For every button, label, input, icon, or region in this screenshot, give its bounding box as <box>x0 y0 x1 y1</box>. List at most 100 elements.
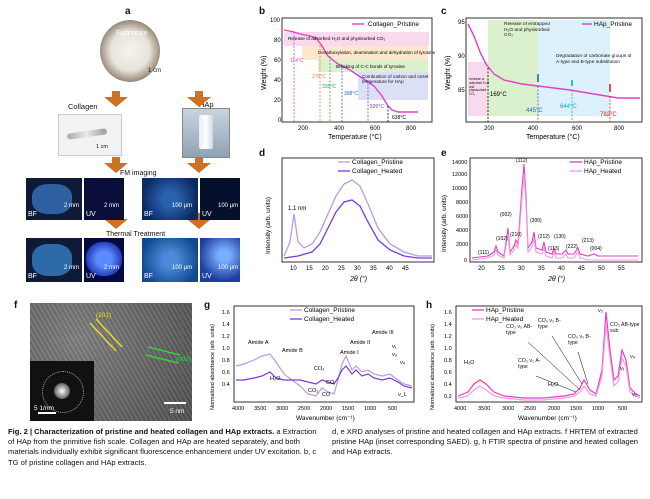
svg-text:2500: 2500 <box>298 406 310 412</box>
svg-text:10000: 10000 <box>452 186 467 192</box>
svg-text:15: 15 <box>306 266 313 272</box>
panel-e-peak-213: (213) <box>582 238 594 244</box>
bf-label-1: BF <box>28 211 37 218</box>
svg-text:10: 10 <box>290 266 297 272</box>
panel-b-xticks: 200 400 600 800 <box>298 126 417 132</box>
hap-heated-xrd <box>471 173 638 261</box>
svg-text:100: 100 <box>270 18 281 24</box>
uv-label-4: UV <box>202 273 212 280</box>
svg-text:45: 45 <box>578 266 585 272</box>
svg-text:500: 500 <box>618 406 627 412</box>
panel-g-amide-b: Amide B <box>282 348 303 354</box>
svg-text:1.4: 1.4 <box>222 322 230 328</box>
panel-b-t3: 335°C <box>322 84 336 90</box>
panel-d-legend2: Collagen_Heated <box>352 168 403 175</box>
panel-b-note1: Release of adsorbed H₂O and physisorbed … <box>288 36 385 41</box>
panel-c-t2: 445°C <box>526 108 543 114</box>
panel-h-nu2: ν₂ <box>632 392 637 398</box>
collagen-bf-image <box>26 178 82 220</box>
svg-text:3000: 3000 <box>276 406 288 412</box>
uv-label-2: UV <box>202 211 212 218</box>
panel-e-peak-222: (222) <box>566 244 578 250</box>
svg-text:4000: 4000 <box>456 228 468 234</box>
hap-pristine-ftir <box>457 311 641 399</box>
svg-text:20: 20 <box>274 98 281 104</box>
panel-c-legend: HAp_Pristine <box>594 21 632 28</box>
panel-h-co3-b2: CO₃ ν₃ B-type <box>568 334 591 346</box>
saed-inset <box>30 361 94 421</box>
svg-text:14000: 14000 <box>452 160 467 166</box>
svg-text:400: 400 <box>528 126 539 132</box>
panel-h-nu4: ν₄ <box>630 354 636 360</box>
collagen-tg-curve <box>283 29 418 113</box>
panel-b-ylabel: Weight (%) <box>261 56 268 91</box>
lattice-marks <box>38 318 186 414</box>
panel-g-co-low: CO <box>322 392 331 398</box>
svg-text:800: 800 <box>614 126 625 132</box>
panel-g-nu4: ν₄ <box>400 360 406 366</box>
svg-text:50: 50 <box>598 266 605 272</box>
svg-text:95: 95 <box>458 20 465 26</box>
svg-text:1.6: 1.6 <box>222 310 230 316</box>
svg-text:0.4: 0.4 <box>222 382 230 388</box>
panel-b-t2: 278°C <box>312 74 326 80</box>
panel-e-legend2: HAp_Heated <box>584 168 622 175</box>
panel-e-peak-212: (212) <box>538 234 550 240</box>
fm-imaging-title: FM imaging <box>120 170 157 177</box>
panel-g-legend1: Collagen_Pristine <box>304 307 355 314</box>
collagen-heated-ftir <box>236 365 413 389</box>
tg-hap-chart: HAp_Pristine Release of entrapped H₂O an… <box>445 17 643 141</box>
svg-text:200: 200 <box>298 126 309 132</box>
svg-text:1000: 1000 <box>364 406 376 412</box>
svg-text:0: 0 <box>278 118 282 124</box>
svg-text:600: 600 <box>572 126 583 132</box>
panel-d-ylabel: Intensity (arb. units) <box>265 197 272 254</box>
panel-e-peak-004: (004) <box>590 246 602 252</box>
panel-h-h2o-2: H₂O <box>548 382 559 388</box>
svg-text:400: 400 <box>334 126 345 132</box>
hap-uv-image <box>200 178 240 220</box>
scalebar-100um-2: 100 μm <box>218 203 239 209</box>
caption-title: Fig. 2 | Characterization of pristine an… <box>8 427 275 436</box>
svg-text:0.6: 0.6 <box>444 370 452 376</box>
xrd-collagen-chart: Collagen_Pristine Collagen_Heated 1.1 nm… <box>265 157 435 283</box>
panel-c-label: c <box>441 6 447 17</box>
hrtem-scalebar: 5 nm <box>170 408 185 415</box>
svg-text:1500: 1500 <box>342 406 354 412</box>
thermal-treatment-title: Thermal Treatment <box>106 231 166 238</box>
svg-text:4000: 4000 <box>232 406 244 412</box>
panel-d-label: d <box>259 148 266 159</box>
panel-c-xlabel: Temperature (°C) <box>526 133 580 141</box>
panel-b-note3: Breaking of C-C bonds of tyrosine <box>336 64 405 69</box>
scalebar-100um-1: 100 μm <box>172 203 193 209</box>
panel-h-yticks: 1.6 1.4 1.2 1.0 0.8 0.6 0.4 0.2 <box>444 310 452 400</box>
svg-text:40: 40 <box>274 78 281 84</box>
panel-g-nu3: ν₃ <box>392 352 397 358</box>
panel-c-t1: 169°C <box>490 92 507 98</box>
svg-text:3500: 3500 <box>478 406 490 412</box>
svg-text:20: 20 <box>322 266 329 272</box>
panel-e-ylabel: Intensity (arb. units) <box>441 195 448 252</box>
panel-g-xlabel: Wavenumber (cm⁻¹) <box>296 415 355 422</box>
svg-text:0.2: 0.2 <box>444 394 452 400</box>
svg-text:25: 25 <box>338 266 345 272</box>
panel-c-ylabel: Weight (%) <box>445 56 452 91</box>
panel-g-h2o: H₂O <box>270 376 281 382</box>
svg-text:55: 55 <box>618 266 625 272</box>
caption-left: Fig. 2 | Characterization of pristine an… <box>8 427 320 468</box>
svg-text:6000: 6000 <box>456 214 468 220</box>
uv-label-3: UV <box>86 273 96 280</box>
svg-text:35: 35 <box>538 266 545 272</box>
arrow-hap-heat <box>187 213 211 229</box>
panel-e-peak-002: (002) <box>500 212 512 218</box>
panel-c-xticks: 200 400 600 800 <box>484 126 625 132</box>
heated-collagen-uv-image <box>84 238 124 282</box>
panel-b-label: b <box>259 6 266 17</box>
scalebar-100um-4: 100 μm <box>218 265 239 271</box>
panel-g-co2: CO₂ <box>314 366 324 372</box>
panel-g-nul: ν_L <box>398 392 407 398</box>
caption-right-body: d, e XRD analyses of pristine and heated… <box>332 427 639 457</box>
svg-text:1.0: 1.0 <box>222 346 230 352</box>
svg-text:800: 800 <box>406 126 417 132</box>
panel-g-co2-low: CO₂ <box>308 388 318 394</box>
